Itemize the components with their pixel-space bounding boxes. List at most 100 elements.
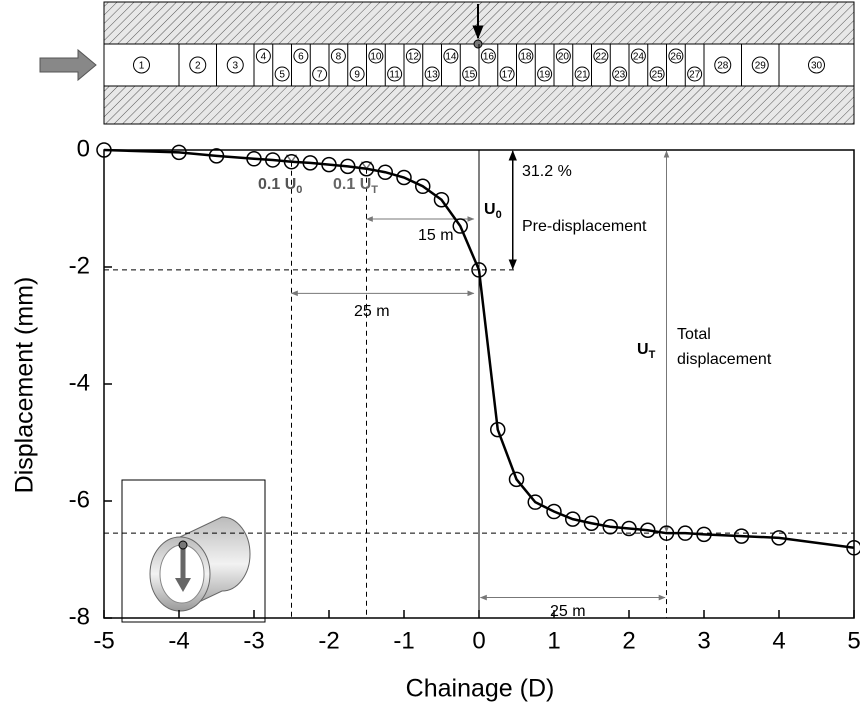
segment-marker [574,66,590,82]
data-point [246,151,262,167]
x-tick-label: 3 [697,627,710,654]
segment-label: 6 [298,52,304,63]
segment-marker [293,48,309,64]
annotation-text: 31.2 % [522,163,572,180]
rock-bottom [103,85,855,125]
data-point [321,156,337,173]
data-point [621,520,637,537]
data-point [208,148,225,164]
annotation-subscript: 0 [296,184,302,196]
annotation-text: 25 m [550,603,586,620]
segment-label: 21 [577,70,589,81]
segment-label: 29 [755,61,767,72]
segment-marker [349,66,365,82]
segment-marker [189,56,207,74]
segment-marker [649,66,665,82]
annotation-text: 25 m [354,303,390,320]
segment-label: 28 [717,61,729,72]
y-tick-label: -4 [69,369,90,396]
segment-label: 16 [483,52,495,63]
y-tick-label: -8 [69,603,90,630]
segment-marker [405,48,421,64]
data-point [433,191,450,208]
annotation-text: U [484,201,496,218]
segment-label: 24 [633,52,645,63]
segment-label: 8 [336,52,342,63]
segment-marker [593,48,609,64]
y-tick-label: -2 [69,252,90,279]
segment-label: 18 [520,52,532,63]
data-point [452,218,468,234]
annotation: Pre-displacement [522,218,647,235]
annotation: 25 m [550,603,586,620]
segment-marker [462,66,478,82]
x-tick-label: 4 [772,627,785,654]
x-tick-label: -3 [243,627,264,654]
annotation: displacement [677,351,772,368]
segment-label: 20 [558,52,570,63]
segment-label: 2 [195,61,201,72]
segment-marker [255,48,271,64]
segment-label: 12 [408,52,420,63]
data-point [771,530,787,546]
advance-arrow [39,48,97,82]
annotation-text: U [637,341,649,358]
data-point [171,144,187,161]
inset-point [178,540,188,550]
data-point [733,528,750,544]
segment-marker [387,66,403,82]
data-point [302,155,318,171]
annotation: 31.2 % [522,163,572,180]
segment-label: 27 [689,70,701,81]
segment-marker [537,66,553,82]
data-point [396,169,412,186]
y-tick-label: 0 [77,135,90,162]
segment-label: 17 [502,70,514,81]
series-line [103,148,855,550]
annotation-subscript: T [371,184,378,196]
annotation: 0.1 U0 [258,176,302,196]
segment-label: 22 [595,52,607,63]
segment-label: 7 [317,70,323,81]
data-point [696,526,712,543]
segment-label: 1 [139,61,145,72]
data-point [640,522,656,538]
segment-marker [274,66,290,82]
segment-label: 9 [354,70,360,81]
annotation: 25 m [354,303,390,320]
x-tick-label: 0 [472,627,485,654]
segment-label: 11 [389,70,400,81]
segment-marker [714,56,732,74]
segment-label: 30 [811,61,823,72]
annotation-text: 0.1 U [258,176,296,193]
data-point [358,160,375,177]
annotation-text: 15 m [418,227,454,244]
inset-arrowhead [175,578,191,592]
tunnel-diagram [39,1,855,125]
data-point [96,142,112,158]
annotation-text: Pre-displacement [522,218,647,235]
segment-marker [330,48,346,64]
data-point [846,540,860,556]
data-point [565,511,581,527]
x-tick-label: 2 [622,627,635,654]
data-point [283,153,300,170]
segment-marker [612,66,628,82]
data-point [602,518,618,535]
annotation-subscript: 0 [496,209,502,221]
inset [121,479,266,623]
segment-marker [630,48,646,64]
segment-marker [312,66,328,82]
y-tick-label: -6 [69,486,90,513]
x-tick-label: -5 [93,627,114,654]
segment-marker [226,56,244,74]
y-axis-title: Displacement (mm) [11,277,39,494]
annotation-text: Total [677,326,711,343]
segment-label: 25 [652,70,664,81]
segment-label: 26 [670,52,682,63]
segment-marker [555,48,571,64]
x-tick-label: 5 [847,627,860,654]
segment-label: 19 [539,70,551,81]
segment-marker [668,48,684,64]
annotation-text: displacement [677,351,772,368]
